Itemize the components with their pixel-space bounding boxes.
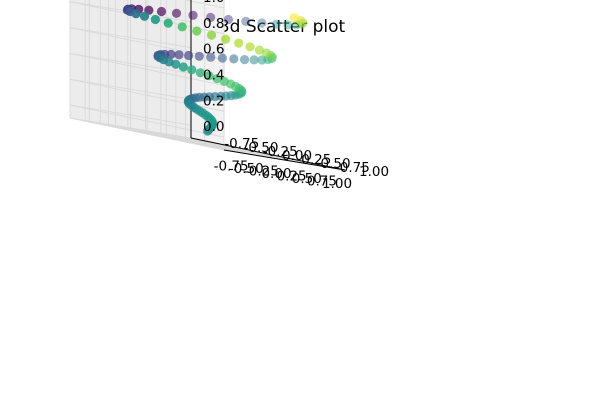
data-point [195,68,205,78]
grid-line-y-floor [204,145,326,167]
data-point [187,65,197,75]
y-tick-label: 0.25 [301,152,331,168]
data-point [234,38,244,48]
data-point [202,126,213,136]
data-point [212,74,222,84]
data-point [139,11,150,21]
tick-labels: -0.75-0.50-0.250.000.250.500.751.00-0.75… [203,0,389,192]
z-tick-label: 0.4 [203,67,224,83]
grid-line-y-floor [89,121,211,143]
data-point [156,6,167,17]
data-point [283,20,293,30]
data-point [245,42,255,52]
data-point [166,49,176,60]
grid-line-z-back [69,52,192,74]
data-point [240,55,250,65]
data-point [229,54,239,64]
data-point [174,50,184,60]
y-tick-label: 0.75 [340,160,370,176]
z-tick-label: 0.2 [203,93,224,109]
x-tick-label: -0.75 [214,159,249,175]
x-axis-line [223,149,346,171]
data-point [188,10,198,20]
data-point [254,45,264,55]
grid-line-y-floor [185,141,307,163]
data-point [177,22,187,32]
x-tick-label: 0.50 [292,171,322,187]
data-point [187,101,197,111]
y-tick-label: -0.75 [224,136,259,152]
grid-line-y-floor [127,129,249,151]
x-tick-label: -0.50 [229,161,264,177]
data-point [249,55,259,65]
data-point [261,48,271,58]
data-point [219,76,229,86]
data-point [204,71,214,81]
data-point [150,14,160,25]
y-tick-label: 1.00 [359,164,389,180]
data-point [206,12,216,22]
x-tick-label: -0.25 [244,164,279,180]
grid-line-z-left [183,0,225,9]
grid-line-z-left [69,104,225,138]
data-point [171,8,182,18]
data-point [221,34,231,44]
data-point [217,53,227,63]
x-tick-label: 0.75 [307,174,337,190]
data-point [184,50,194,61]
grid-line-y-floor [108,125,230,147]
z-tick-label: 1.0 [203,0,224,6]
axis-lines [190,0,346,171]
grid-line-z-back [69,27,192,49]
grid-line-y-floor [146,133,269,155]
data-point [257,18,267,28]
y-tick-label: 0.50 [321,156,351,172]
y-axis-line [190,137,346,171]
y-tick-label: 0.00 [282,148,312,164]
data-point [223,14,233,25]
data-point [131,9,141,19]
grid-line-z-back [69,78,192,100]
x-tick-label: 1.00 [322,176,352,192]
data-point [206,52,216,62]
data-point [192,26,202,36]
data-point [271,19,281,29]
data-point [163,18,173,28]
data-point [289,13,299,23]
chart-title: 3d Scatter plot [219,17,346,37]
data-point [178,62,188,72]
x-tick-label: 0.25 [277,169,307,185]
z-tick-label: 0.8 [203,16,224,32]
y-tick-label: -0.25 [263,144,298,160]
grid-line-y-floor [166,137,288,159]
data-points [122,4,308,136]
grid-line-z-back [69,104,192,126]
z-tick-label: 0.0 [203,119,224,135]
data-point [164,57,174,67]
data-point [194,51,204,61]
z-tick-label: 0.6 [203,42,224,58]
data-point [206,30,217,40]
grid-line-z-left [69,52,225,86]
data-point [241,16,251,26]
x-tick-label: 0.00 [261,166,291,182]
y-tick-label: -0.50 [244,140,279,156]
